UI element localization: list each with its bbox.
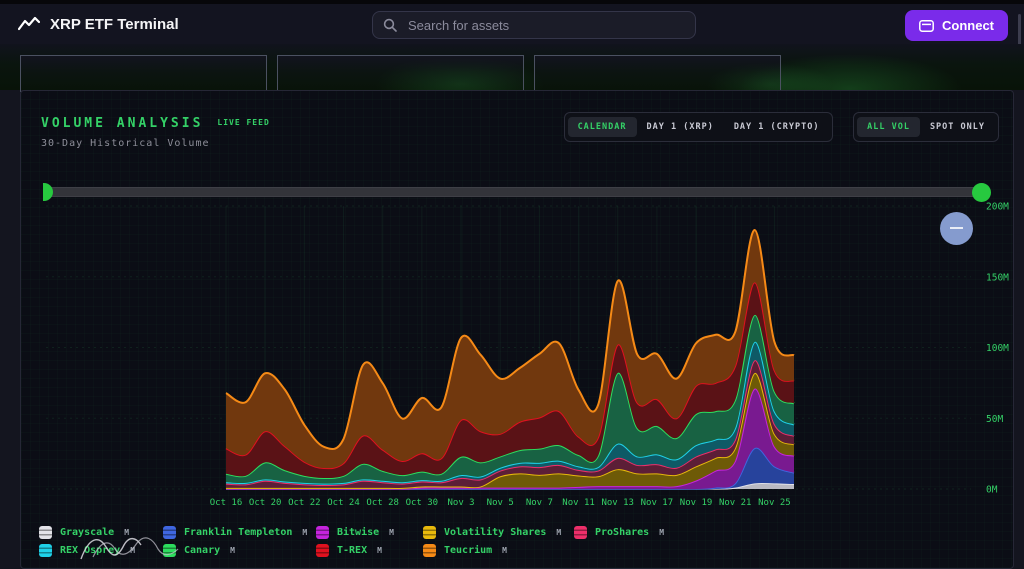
x-axis-label: Nov 7 (526, 498, 553, 508)
legend-flag-icon: M (230, 546, 235, 555)
legend-swatch-icon (423, 544, 436, 557)
cutoff-card (20, 55, 267, 92)
y-axis-label: 50M (986, 414, 1003, 425)
legend-label: Bitwise (337, 527, 379, 538)
legend-swatch-icon (316, 544, 329, 557)
cutoff-card (277, 55, 524, 92)
search-input[interactable] (406, 17, 685, 34)
legend-swatch-icon (163, 526, 176, 539)
legend-flag-icon: M (556, 528, 561, 537)
legend-label: Grayscale (60, 527, 114, 538)
legend-label: Franklin Templeton (184, 527, 292, 538)
search-icon (383, 18, 397, 32)
legend-item-proshares[interactable]: ProShares M (574, 524, 664, 540)
y-axis-label: 150M (986, 272, 1009, 283)
legend-item-t-rex[interactable]: T-REX M (316, 542, 423, 558)
chart-legend: GrayscaleMFranklin TempletonMBitwiseMVol… (39, 524, 664, 558)
app-logo[interactable]: XRP ETF Terminal (18, 16, 179, 33)
x-axis-label: Oct 24 (327, 498, 360, 508)
x-axis-label: Nov 17 (641, 498, 674, 508)
legend-flag-icon: M (659, 528, 664, 537)
legend-item-teucrium[interactable]: Teucrium M (423, 542, 574, 558)
x-axis-label: Oct 30 (406, 498, 439, 508)
legend-item-franklin-templeton[interactable]: Franklin Templeton M (163, 524, 316, 540)
y-axis-label: 0M (986, 485, 998, 496)
legend-label: Volatility Shares (444, 527, 546, 538)
x-axis-label: Nov 13 (601, 498, 634, 508)
x-axis-label: Nov 5 (487, 498, 514, 508)
legend-flag-icon: M (502, 546, 507, 555)
legend-label: T-REX (337, 545, 367, 556)
header-bar: XRP ETF Terminal Connect (0, 4, 1024, 44)
zoom-out-button[interactable] (940, 212, 973, 245)
connect-button[interactable]: Connect (905, 10, 1008, 41)
legend-item-bitwise[interactable]: Bitwise M (316, 524, 423, 540)
legend-swatch-icon (316, 526, 329, 539)
x-axis-label: Oct 20 (249, 498, 282, 508)
y-axis-label: 100M (986, 343, 1009, 354)
search-box[interactable] (372, 11, 696, 39)
legend-flag-icon: M (124, 528, 129, 537)
legend-label: REX Osprey (60, 545, 120, 556)
legend-swatch-icon (163, 544, 176, 557)
app-title: XRP ETF Terminal (50, 16, 179, 33)
legend-flag-icon: M (377, 546, 382, 555)
legend-label: ProShares (595, 527, 649, 538)
legend-item-canary[interactable]: Canary M (163, 542, 316, 558)
cutoff-card (534, 55, 781, 92)
x-axis-label: Nov 3 (447, 498, 474, 508)
app-root: { "header": { "title": "XRP ETF Terminal… (0, 0, 1024, 569)
x-axis-label: Nov 19 (680, 498, 713, 508)
trend-line-icon (18, 16, 40, 32)
wallet-icon (919, 20, 934, 32)
legend-swatch-icon (423, 526, 436, 539)
y-axis-label: 200M (986, 202, 1009, 213)
scrollbar-thumb[interactable] (1018, 14, 1021, 48)
legend-swatch-icon (39, 544, 52, 557)
legend-item-rex-osprey[interactable]: REX Osprey M (39, 542, 163, 558)
x-axis-label: Oct 28 (366, 498, 399, 508)
legend-swatch-icon (39, 526, 52, 539)
legend-item-volatility-shares[interactable]: Volatility Shares M (423, 524, 574, 540)
connect-label: Connect (942, 18, 994, 33)
legend-flag-icon: M (389, 528, 394, 537)
volume-analysis-panel: VOLUME ANALYSISLIVE FEED 30-Day Historic… (20, 90, 1014, 569)
legend-flag-icon: M (130, 546, 135, 555)
x-axis-label: Nov 21 (719, 498, 752, 508)
x-axis-label: Nov 25 (758, 498, 791, 508)
legend-flag-icon: M (302, 528, 307, 537)
x-axis-label: Nov 11 (562, 498, 595, 508)
legend-label: Canary (184, 545, 220, 556)
cards-strip (0, 44, 1024, 90)
legend-item-grayscale[interactable]: Grayscale M (39, 524, 163, 540)
stacked-area-chart: Oct 16 Oct 20 Oct 22 Oct 24 Oct 28 Oct 30 Nov … (21, 91, 1015, 521)
legend-swatch-icon (574, 526, 587, 539)
x-axis-label: Oct 22 (288, 498, 321, 508)
x-axis-label: Oct 16 (210, 498, 243, 508)
legend-label: Teucrium (444, 545, 492, 556)
